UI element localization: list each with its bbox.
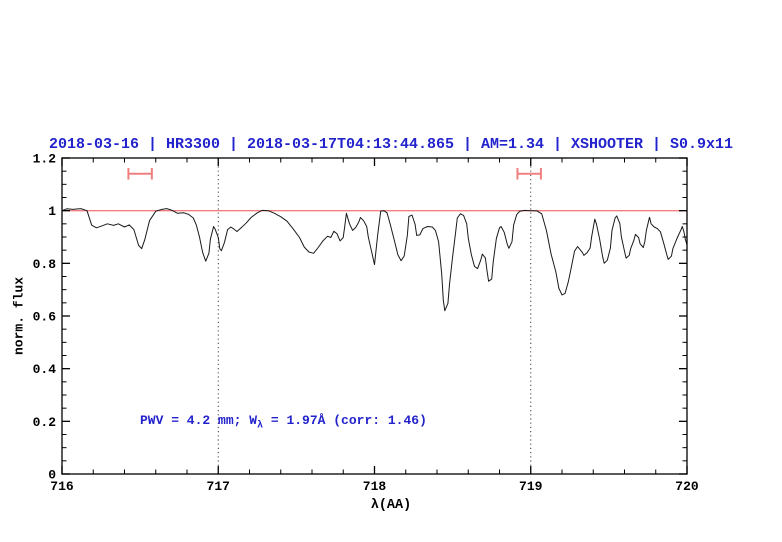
x-axis-label: λ(AA) [370,498,412,513]
x-tick-label: 717 [207,479,230,494]
y-tick-label: 0 [48,468,56,483]
pwv-annotation: PWV = 4.2 mm; Wλ = 1.97Å (corr: 1.46) [140,413,427,432]
y-tick-label: 1 [48,204,56,219]
annotation-subscript: λ [257,420,264,432]
y-tick-label: 0.2 [33,415,57,430]
y-tick-label: 0.8 [33,257,57,272]
x-tick-label: 719 [519,479,543,494]
annotation-suffix: = 1.97Å (corr: 1.46) [263,413,427,428]
y-axis-label: norm. flux [11,276,27,356]
plot-title: 2018-03-16 | HR3300 | 2018-03-17T04:13:4… [48,136,734,153]
y-tick-label: 0.4 [33,362,57,377]
annotation-prefix: PWV = 4.2 mm; W [140,413,258,428]
x-tick-label: 718 [363,479,387,494]
x-tick-label: 716 [50,479,74,494]
spectrum-line [61,208,688,312]
x-tick-label: 720 [675,479,699,494]
y-tick-label: 0.6 [33,310,57,325]
y-tick-label: 1.2 [33,152,57,167]
